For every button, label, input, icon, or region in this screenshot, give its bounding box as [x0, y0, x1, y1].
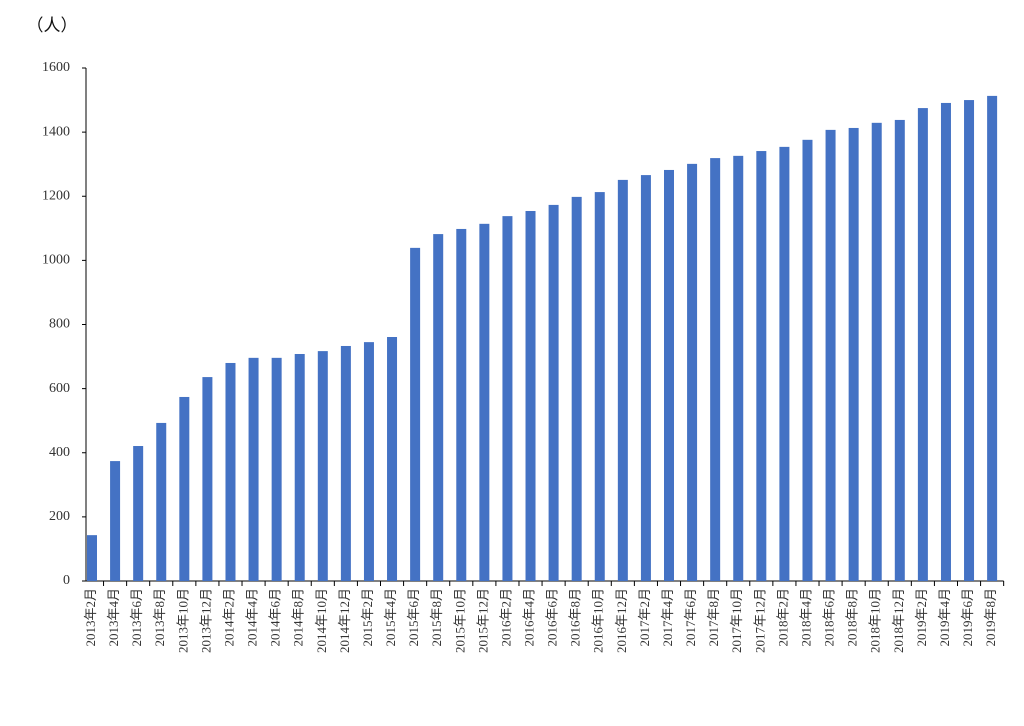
- x-tick-label: 2015年6月: [406, 588, 421, 647]
- bar: [733, 155, 744, 581]
- bar: [964, 100, 975, 581]
- bar: [571, 196, 582, 582]
- bar: [202, 377, 213, 581]
- x-tick-label: 2019年6月: [960, 588, 975, 647]
- y-tick-label: 1000: [42, 253, 70, 268]
- x-tick-label: 2019年2月: [914, 588, 929, 647]
- x-tick-label: 2016年10月: [591, 588, 606, 653]
- x-tick-label: 2018年8月: [845, 588, 860, 647]
- x-tick-label: 2017年12月: [752, 588, 767, 653]
- x-tick-label: 2013年10月: [175, 588, 190, 653]
- x-tick-label: 2017年2月: [637, 588, 652, 647]
- x-tick-label: 2018年2月: [775, 588, 790, 647]
- bar: [825, 129, 836, 582]
- bar: [294, 353, 305, 581]
- x-tick-label: 2018年10月: [868, 588, 883, 653]
- x-tick-label: 2017年4月: [660, 588, 675, 647]
- bar: [917, 108, 928, 581]
- bar: [248, 357, 259, 581]
- bar: [225, 362, 236, 581]
- x-tick-label: 2015年2月: [360, 588, 375, 647]
- x-tick-label: 2018年6月: [822, 588, 837, 647]
- x-tick-label: 2017年6月: [683, 588, 698, 647]
- x-tick-label: 2013年4月: [106, 588, 121, 647]
- bar: [179, 396, 190, 581]
- bar: [987, 95, 998, 581]
- x-tick-label: 2016年12月: [614, 588, 629, 653]
- bar: [617, 179, 628, 581]
- x-tick-label: 2013年12月: [198, 588, 213, 653]
- y-tick-label: 1600: [42, 60, 70, 75]
- x-tick-label: 2013年2月: [83, 588, 98, 647]
- x-tick-label: 2018年12月: [891, 588, 906, 653]
- x-tick-label: 2014年10月: [314, 588, 329, 653]
- y-tick-label: 800: [49, 317, 70, 332]
- x-tick-label: 2014年6月: [268, 588, 283, 647]
- bar: [317, 351, 328, 581]
- bar: [502, 216, 513, 581]
- x-tick-label: 2014年12月: [337, 588, 352, 653]
- bar: [340, 345, 351, 581]
- x-tick-label: 2016年4月: [522, 588, 537, 647]
- bar: [363, 342, 374, 581]
- bar: [871, 122, 882, 581]
- bar: [848, 127, 859, 581]
- y-tick-label: 1400: [42, 124, 70, 139]
- y-tick-label: 200: [49, 509, 70, 524]
- x-tick-label: 2018年4月: [798, 588, 813, 647]
- x-tick-label: 2015年4月: [383, 588, 398, 647]
- bar: [779, 146, 790, 581]
- y-tick-label: 1200: [42, 188, 70, 203]
- x-tick-label: 2014年4月: [245, 588, 260, 647]
- x-tick-label: 2014年8月: [291, 588, 306, 647]
- bar: [594, 192, 605, 581]
- bar: [156, 422, 167, 581]
- y-tick-label: 0: [63, 573, 70, 588]
- bar: [87, 535, 97, 581]
- bar: [687, 163, 698, 581]
- x-tick-label: 2015年10月: [452, 588, 467, 653]
- bar: [433, 234, 444, 582]
- bar: [479, 223, 490, 582]
- x-tick-label: 2016年8月: [568, 588, 583, 647]
- x-tick-label: 2014年2月: [221, 588, 236, 647]
- bar: [756, 151, 767, 581]
- bar: [802, 139, 813, 581]
- bar: [456, 228, 467, 582]
- bar: [110, 461, 121, 581]
- x-tick-label: 2017年10月: [729, 588, 744, 653]
- bar: [410, 247, 421, 582]
- x-tick-label: 2015年12月: [475, 588, 490, 653]
- bar: [548, 204, 559, 582]
- y-tick-label: 400: [49, 445, 70, 460]
- y-axis-unit: （人）: [27, 16, 78, 35]
- bar: [133, 446, 144, 581]
- x-tick-label: 2016年6月: [545, 588, 560, 647]
- y-tick-label: 600: [49, 381, 70, 396]
- x-tick-label: 2019年8月: [983, 588, 998, 647]
- bar: [640, 175, 651, 581]
- bar: [710, 158, 721, 581]
- bar: [271, 357, 282, 581]
- x-tick-label: 2013年8月: [152, 588, 167, 647]
- bar: [525, 210, 536, 581]
- x-tick-label: 2015年8月: [429, 588, 444, 647]
- x-tick-label: 2019年4月: [937, 588, 952, 647]
- x-tick-label: 2016年2月: [498, 588, 513, 647]
- bar: [387, 337, 398, 581]
- bar: [894, 119, 905, 581]
- x-tick-label: 2013年6月: [129, 588, 144, 647]
- x-tick-label: 2017年8月: [706, 588, 721, 647]
- bar: [664, 169, 674, 582]
- bar: [940, 102, 951, 582]
